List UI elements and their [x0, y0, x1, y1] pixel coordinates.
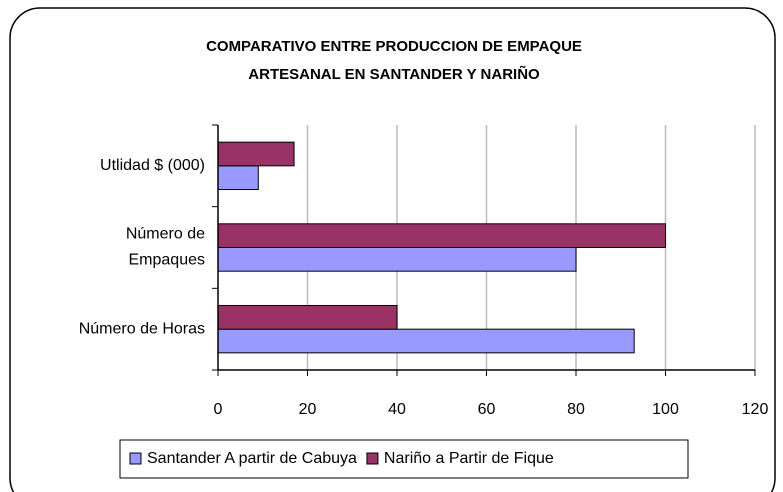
- legend-label: Santander A partir de Cabuya: [147, 450, 357, 467]
- bar: [217, 247, 577, 272]
- chart-title: ARTESANAL EN SANTANDER Y NARIÑO: [248, 65, 540, 83]
- chart-title: COMPARATIVO ENTRE PRODUCCION DE EMPAQUE: [206, 38, 582, 55]
- x-tick-label: 100: [652, 401, 679, 418]
- y-tick-label: Número de Empaques: [126, 226, 205, 269]
- x-tick-label: 120: [742, 401, 769, 418]
- x-tick-label: 80: [567, 401, 585, 418]
- legend-swatch: [129, 452, 142, 465]
- bar: [217, 141, 295, 167]
- label-line: Empaques: [129, 252, 206, 269]
- legend-swatch: [366, 452, 379, 465]
- x-tick-label: 0: [214, 401, 223, 418]
- x-tick-label: 60: [478, 401, 496, 418]
- legend-box: [119, 439, 689, 479]
- bar: [217, 223, 666, 248]
- y-tick-label: Número de Horas: [79, 320, 205, 337]
- x-tick-label: 40: [388, 401, 406, 418]
- bar: [217, 328, 635, 354]
- bar: [217, 165, 259, 191]
- legend-label: Nariño a Partir de Fique: [384, 450, 554, 467]
- y-tick-label: Utlidad $ (000): [100, 157, 205, 174]
- legend: Santander A partir de Cabuya Nariño a Par…: [119, 439, 689, 479]
- label-line: Número de: [126, 226, 205, 243]
- bar: [217, 304, 398, 330]
- x-tick-label: 20: [299, 401, 317, 418]
